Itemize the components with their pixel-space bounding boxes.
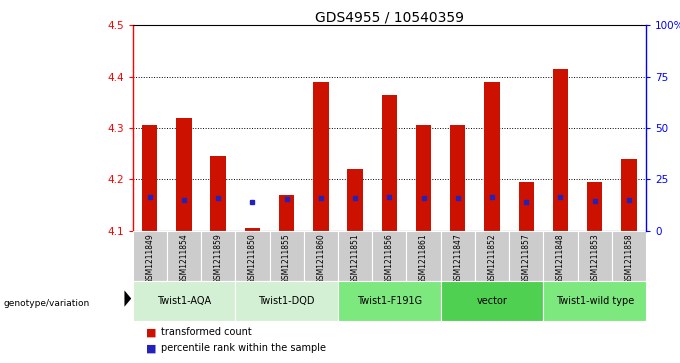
Text: GSM1211859: GSM1211859 [214,233,222,284]
Bar [587,182,602,231]
Bar [381,95,397,231]
Text: genotype/variation: genotype/variation [3,299,90,307]
Bar [304,231,338,281]
Text: GSM1211857: GSM1211857 [522,233,530,284]
Bar [509,231,543,281]
Text: GSM1211861: GSM1211861 [419,233,428,284]
Text: GSM1211856: GSM1211856 [385,233,394,284]
Text: ■: ■ [146,343,156,354]
Text: GSM1211860: GSM1211860 [316,233,325,284]
Text: GSM1211858: GSM1211858 [624,233,633,284]
Text: GSM1211853: GSM1211853 [590,233,599,284]
Bar [338,231,372,281]
Polygon shape [124,290,131,307]
Text: percentile rank within the sample: percentile rank within the sample [161,343,326,354]
Title: GDS4955 / 10540359: GDS4955 / 10540359 [315,10,464,24]
Bar [612,231,646,281]
Bar [372,231,407,281]
Text: ■: ■ [146,327,156,337]
Bar [133,231,167,281]
Text: transformed count: transformed count [161,327,252,337]
Text: GSM1211854: GSM1211854 [180,233,188,284]
Bar [577,231,612,281]
Text: Twist1-F191G: Twist1-F191G [357,296,422,306]
Text: Twist1-wild type: Twist1-wild type [556,296,634,306]
Bar [201,231,235,281]
Bar [407,231,441,281]
Bar [553,69,568,231]
Text: GSM1211848: GSM1211848 [556,233,565,284]
Bar [543,231,577,281]
Text: Twist1-DQD: Twist1-DQD [258,296,315,306]
Bar [622,159,636,231]
Bar [176,118,192,231]
Text: GSM1211849: GSM1211849 [146,233,154,284]
Bar [142,125,157,231]
Bar [269,231,304,281]
Bar [279,195,294,231]
Bar [235,231,269,281]
Text: GSM1211847: GSM1211847 [454,233,462,284]
Bar [441,231,475,281]
Bar [338,281,441,321]
Bar [416,125,431,231]
Text: GSM1211850: GSM1211850 [248,233,257,284]
Text: GSM1211855: GSM1211855 [282,233,291,284]
Bar [475,231,509,281]
Bar [133,281,235,321]
Bar [167,231,201,281]
Bar [543,281,646,321]
Bar [313,82,328,231]
Bar [484,82,500,231]
Bar [211,156,226,231]
Bar [235,281,338,321]
Bar [245,228,260,231]
Text: GSM1211851: GSM1211851 [351,233,360,284]
Text: vector: vector [477,296,507,306]
Bar [347,169,362,231]
Text: GSM1211852: GSM1211852 [488,233,496,284]
Bar [441,281,543,321]
Bar [519,182,534,231]
Bar [450,125,465,231]
Text: Twist1-AQA: Twist1-AQA [157,296,211,306]
